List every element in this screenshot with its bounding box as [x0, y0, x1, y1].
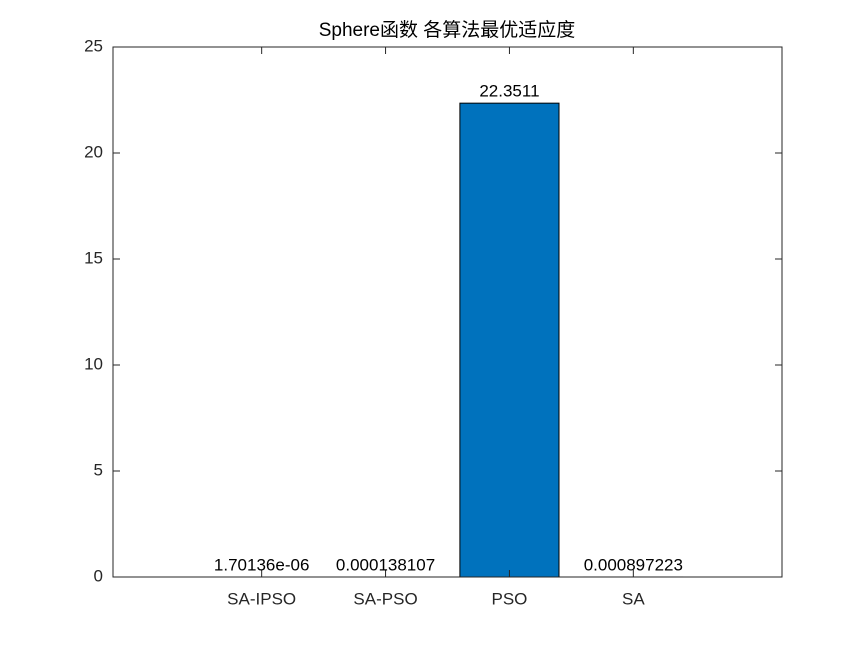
- chart-title: Sphere函数 各算法最优适应度: [319, 19, 576, 41]
- x-tick-label: SA: [622, 589, 645, 608]
- value-label: 22.3511: [479, 82, 539, 101]
- value-label: 0.000138107: [336, 555, 435, 574]
- x-tick-label: SA-PSO: [353, 589, 417, 608]
- y-tick-label: 5: [94, 460, 103, 479]
- x-tick-label: PSO: [491, 589, 527, 608]
- y-tick-label: 25: [84, 36, 103, 55]
- y-tick-label: 20: [84, 142, 103, 161]
- y-tick-label: 15: [84, 248, 103, 267]
- x-tick-label: SA-IPSO: [227, 589, 296, 608]
- value-label: 0.000897223: [584, 555, 683, 574]
- bar: [459, 102, 560, 578]
- value-label: 1.70136e-06: [214, 555, 309, 574]
- axes-box: [112, 46, 783, 578]
- y-tick-label: 10: [84, 354, 103, 373]
- y-tick-label: 0: [94, 566, 103, 585]
